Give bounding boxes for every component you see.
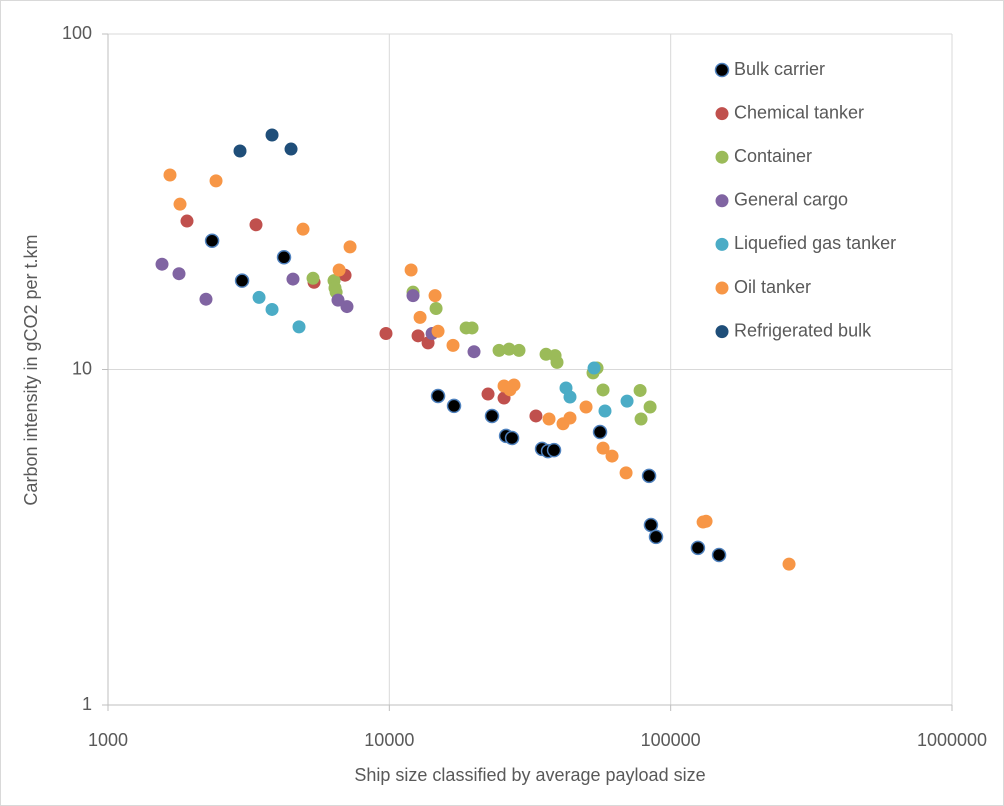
point <box>340 300 354 314</box>
point <box>648 529 664 545</box>
x-tick-label: 1000000 <box>917 730 987 750</box>
point <box>265 128 279 142</box>
point <box>592 424 608 440</box>
point <box>507 378 521 392</box>
point <box>429 301 443 315</box>
point <box>204 233 220 248</box>
point <box>284 142 298 156</box>
point <box>306 271 320 285</box>
point <box>172 267 186 281</box>
point <box>199 292 213 306</box>
point <box>331 293 345 307</box>
point <box>587 361 601 375</box>
legend-label: Oil tanker <box>734 277 811 297</box>
point <box>563 411 577 425</box>
y-tick-label: 1 <box>82 694 92 714</box>
point <box>249 218 263 232</box>
x-tick-label: 100000 <box>641 730 701 750</box>
point <box>643 400 657 414</box>
point <box>446 398 462 414</box>
legend-marker <box>715 107 729 121</box>
point <box>233 144 247 158</box>
point <box>634 412 648 426</box>
legend-label: Liquefied gas tanker <box>734 233 896 253</box>
legend-label: Refrigerated bulk <box>734 320 872 340</box>
point <box>690 540 706 556</box>
point <box>504 430 520 446</box>
point <box>343 240 357 254</box>
legend-label: Bulk carrier <box>734 59 825 79</box>
point <box>465 321 479 335</box>
legend-label: General cargo <box>734 190 848 210</box>
point <box>428 289 442 303</box>
legend-marker <box>715 325 729 339</box>
point <box>620 394 634 408</box>
point <box>699 514 713 528</box>
point <box>529 409 543 423</box>
point <box>155 257 169 271</box>
point <box>404 263 418 277</box>
legend-marker <box>715 237 729 251</box>
point <box>598 404 612 418</box>
legend-marker <box>715 150 729 164</box>
point <box>579 400 593 414</box>
legend-marker <box>714 62 730 78</box>
point <box>484 408 500 424</box>
point <box>252 290 266 304</box>
point <box>605 449 619 463</box>
point <box>550 355 564 369</box>
point <box>641 468 657 484</box>
legend-label: Container <box>734 146 812 166</box>
point <box>481 387 495 401</box>
x-tick-label: 1000 <box>88 730 128 750</box>
point <box>446 338 460 352</box>
point <box>643 517 659 533</box>
legend-label: Chemical tanker <box>734 102 864 122</box>
point <box>265 302 279 316</box>
legend-marker <box>715 194 729 208</box>
point <box>782 557 796 571</box>
point <box>431 324 445 338</box>
point <box>430 388 446 404</box>
point <box>292 320 306 334</box>
point <box>502 342 516 356</box>
point <box>542 412 556 426</box>
point <box>467 345 481 359</box>
point <box>619 466 633 480</box>
point <box>180 214 194 228</box>
y-axis-title: Carbon intensity in gCO2 per t.km <box>21 234 41 505</box>
point <box>379 327 393 341</box>
point <box>411 329 425 343</box>
point <box>332 263 346 277</box>
point <box>209 174 223 188</box>
point <box>512 343 526 357</box>
point <box>234 273 250 288</box>
point <box>596 441 610 455</box>
point <box>492 343 506 357</box>
point <box>296 222 310 236</box>
point <box>163 168 177 182</box>
point <box>413 310 427 324</box>
x-tick-label: 10000 <box>364 730 414 750</box>
point <box>173 197 187 211</box>
point <box>563 390 577 404</box>
legend-marker <box>715 281 729 295</box>
point <box>406 289 420 303</box>
point <box>276 250 292 265</box>
point <box>546 442 562 458</box>
y-tick-label: 10 <box>72 358 92 378</box>
x-axis-title: Ship size classified by average payload … <box>354 765 705 785</box>
point <box>633 383 647 397</box>
point <box>711 547 727 563</box>
point <box>596 383 610 397</box>
y-tick-label: 100 <box>62 23 92 43</box>
point <box>286 272 300 286</box>
